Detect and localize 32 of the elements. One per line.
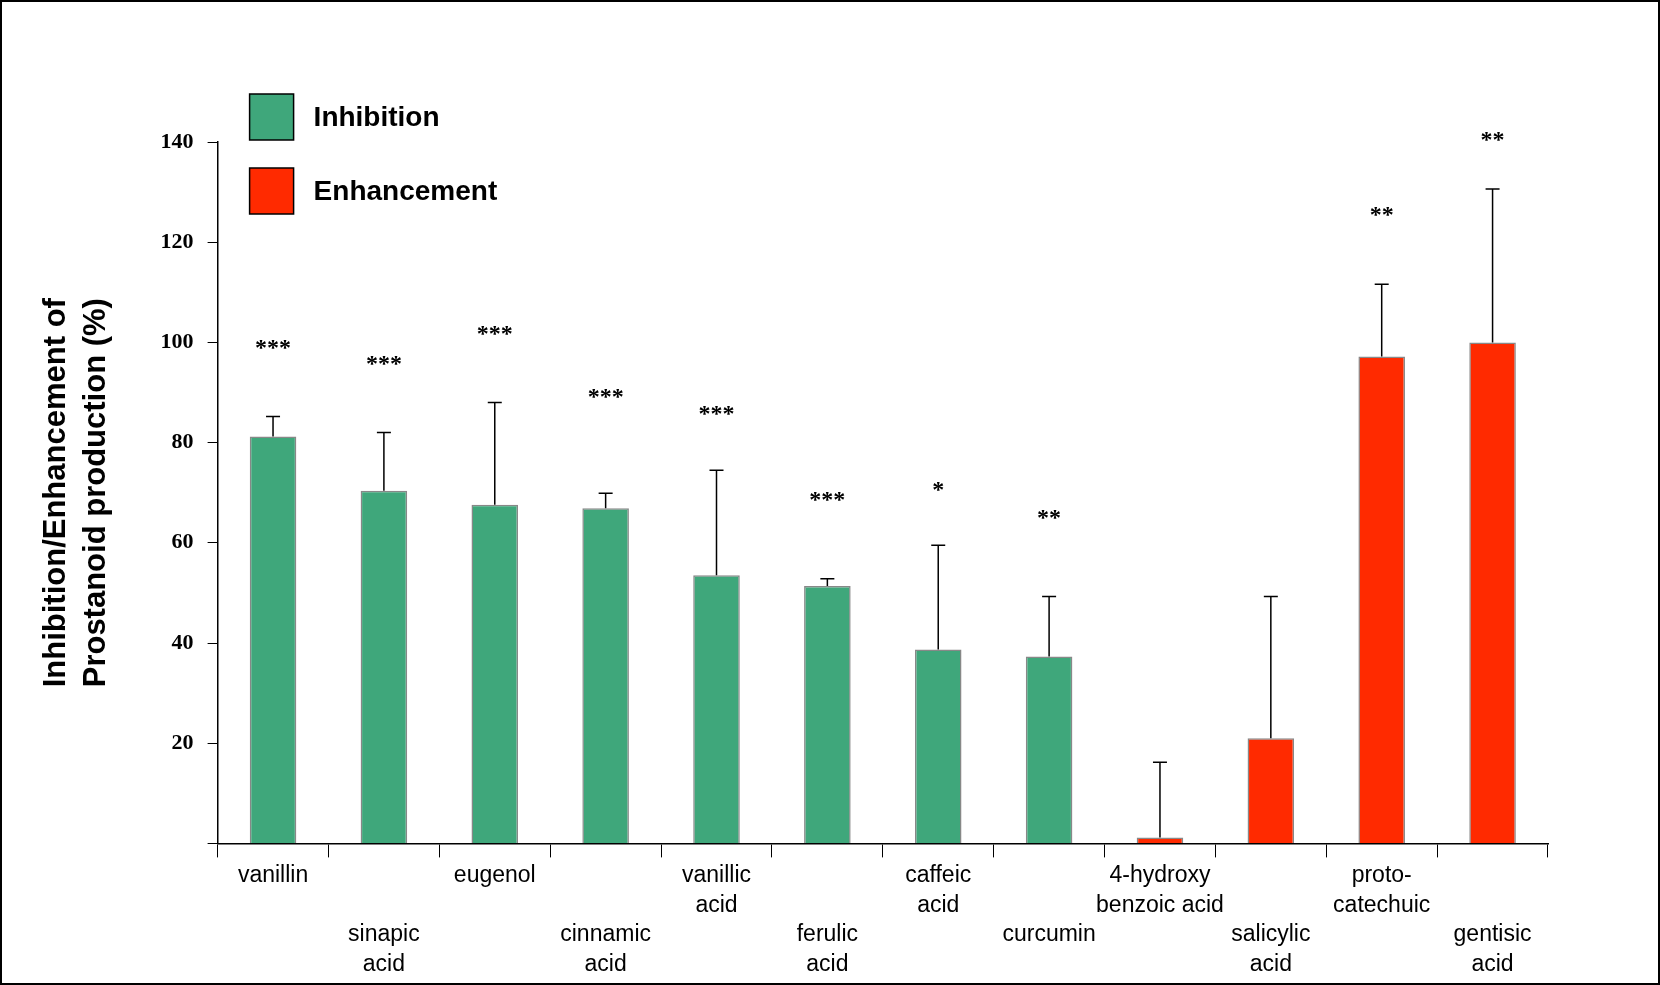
y-axis-title: Inhibition/Enhancement of Prostanoid production (%) <box>36 297 112 688</box>
y-tick-label: 100 <box>160 328 194 354</box>
x-tick-label: curcumin <box>1002 920 1096 947</box>
annotation: ** <box>1369 201 1394 228</box>
y-tick-label: 60 <box>171 528 194 554</box>
y-tick-label: 140 <box>160 127 194 153</box>
annotation: *** <box>698 400 735 427</box>
x-tick-label: cinnamic acid <box>560 920 652 977</box>
annotation: *** <box>255 333 292 360</box>
legend-label: Enhancement <box>313 174 498 206</box>
x-tick-label: vanillic acid <box>681 860 752 917</box>
x-tick-label: proto- catechuic <box>1333 860 1431 917</box>
y-tick-label: 80 <box>171 428 194 454</box>
x-tick-label: caffeic acid <box>905 860 972 917</box>
x-tick-label: eugenol <box>453 860 536 887</box>
x-tick-label: ferulic acid <box>796 920 859 977</box>
annotation: *** <box>476 319 513 346</box>
annotation: * <box>932 475 945 502</box>
x-tick-label: sinapic acid <box>348 920 420 977</box>
annotation: ** <box>1480 126 1505 153</box>
y-tick-label: 20 <box>171 728 194 754</box>
annotation: ** <box>1037 503 1062 530</box>
annotation: *** <box>587 383 624 410</box>
y-tick-label: 120 <box>160 227 194 253</box>
annotation: *** <box>365 349 402 376</box>
x-tick-label: salicylic acid <box>1231 920 1311 977</box>
legend-label: Inhibition <box>313 100 440 132</box>
x-tick-label: gentisic acid <box>1453 920 1532 977</box>
annotation: *** <box>809 486 846 513</box>
x-tick-label: 4-hydroxy benzoic acid <box>1096 860 1224 917</box>
x-tick-label: vanillin <box>237 860 309 887</box>
y-tick-label: 40 <box>171 628 194 654</box>
